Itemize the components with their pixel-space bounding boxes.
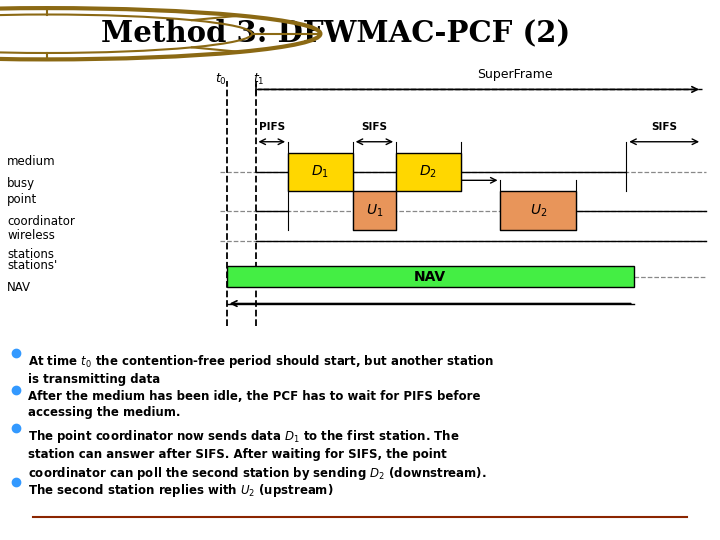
- Bar: [353, 191, 396, 230]
- Bar: [288, 153, 353, 191]
- Bar: [396, 153, 461, 191]
- Text: medium: medium: [7, 154, 56, 167]
- Text: stations: stations: [7, 248, 54, 261]
- Text: $t_1$: $t_1$: [253, 72, 265, 86]
- Text: wireless: wireless: [7, 229, 55, 242]
- Text: NAV: NAV: [7, 281, 31, 294]
- Text: PIFS: PIFS: [258, 122, 285, 132]
- Text: SIFS: SIFS: [435, 161, 462, 171]
- Text: After the medium has been idle, the PCF has to wait for PIFS before
accessing th: After the medium has been idle, the PCF …: [29, 390, 481, 419]
- Text: $U_1$: $U_1$: [366, 202, 383, 219]
- Text: $t_0$: $t_0$: [215, 72, 227, 86]
- Text: $D_2$: $D_2$: [420, 164, 437, 180]
- Text: $U_2$: $U_2$: [529, 202, 547, 219]
- Bar: [227, 266, 634, 287]
- Text: coordinator: coordinator: [7, 215, 75, 228]
- Text: SIFS: SIFS: [361, 122, 387, 132]
- Text: The second station replies with $U_2$ (upstream): The second station replies with $U_2$ (u…: [29, 482, 334, 499]
- Text: Method 3: DFWMAC-PCF (2): Method 3: DFWMAC-PCF (2): [101, 18, 570, 47]
- Text: $D_1$: $D_1$: [312, 164, 329, 180]
- Text: SuperFrame: SuperFrame: [477, 68, 553, 81]
- Bar: [500, 191, 576, 230]
- Text: At time $t_0$ the contention-free period should start, but another station
is tr: At time $t_0$ the contention-free period…: [29, 353, 495, 386]
- Text: busy: busy: [7, 177, 35, 190]
- Text: NAV: NAV: [414, 269, 446, 284]
- Text: SIFS: SIFS: [307, 161, 333, 171]
- Text: The point coordinator now sends data $D_1$ to the first station. The
station can: The point coordinator now sends data $D_…: [29, 429, 487, 482]
- Text: point: point: [7, 193, 37, 206]
- Text: SIFS: SIFS: [651, 122, 678, 132]
- Text: stations': stations': [7, 259, 58, 272]
